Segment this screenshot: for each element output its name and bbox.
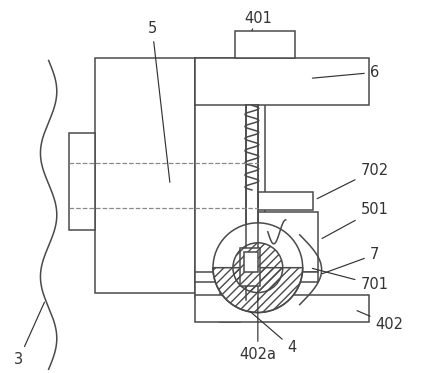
Bar bbox=[95, 59, 195, 292]
Text: 401: 401 bbox=[243, 11, 271, 31]
Bar bbox=[68, 133, 95, 230]
Bar bbox=[219, 292, 240, 323]
Bar bbox=[195, 59, 369, 105]
Text: 402: 402 bbox=[356, 311, 402, 332]
Text: 702: 702 bbox=[316, 163, 387, 199]
Bar bbox=[234, 31, 294, 59]
Bar bbox=[195, 59, 264, 298]
Bar bbox=[243, 252, 257, 272]
Text: 501: 501 bbox=[321, 203, 387, 238]
Bar bbox=[246, 105, 257, 300]
Bar bbox=[195, 295, 369, 323]
Text: 402a: 402a bbox=[239, 297, 276, 362]
Text: 6: 6 bbox=[312, 65, 378, 80]
Bar bbox=[240, 248, 259, 286]
Bar bbox=[195, 272, 317, 282]
Text: 3: 3 bbox=[14, 302, 44, 367]
Text: 7: 7 bbox=[322, 247, 378, 274]
Text: 701: 701 bbox=[312, 269, 387, 292]
Bar bbox=[257, 212, 317, 272]
Bar bbox=[257, 192, 312, 210]
Text: 5: 5 bbox=[147, 21, 169, 182]
Circle shape bbox=[212, 223, 302, 313]
Text: 4: 4 bbox=[249, 311, 296, 355]
